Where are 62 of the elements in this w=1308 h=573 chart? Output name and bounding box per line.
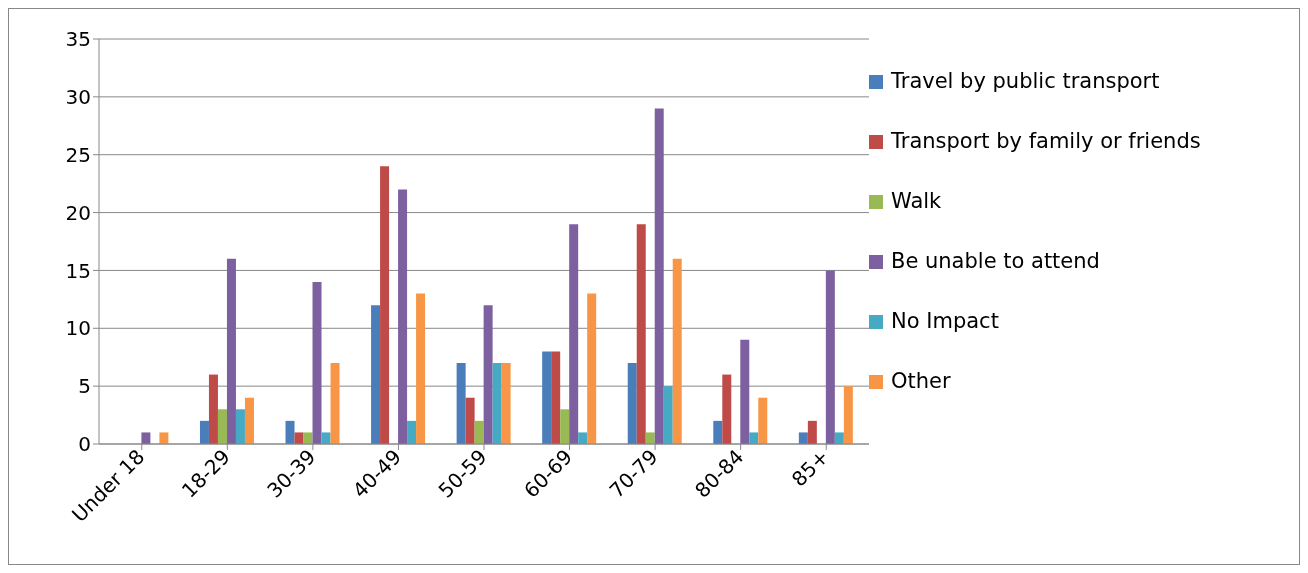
bar (627, 363, 637, 444)
bar (560, 409, 570, 444)
bar (749, 432, 759, 444)
legend-label: Travel by public transport (891, 69, 1160, 93)
bar (303, 432, 313, 444)
bar (465, 397, 475, 444)
bar (663, 386, 673, 444)
bar (654, 108, 664, 444)
y-tick-label: 0 (78, 432, 91, 457)
y-tick-label: 20 (65, 200, 91, 225)
bar (330, 363, 340, 444)
bar (722, 374, 732, 444)
bar (834, 432, 844, 444)
bar (483, 305, 493, 444)
y-tick-label: 25 (65, 142, 91, 167)
bar (235, 409, 245, 444)
legend-label: No Impact (891, 309, 999, 333)
x-tick-label: 85+ (786, 444, 834, 492)
bar (843, 386, 853, 444)
bar (398, 189, 408, 444)
bar (569, 224, 579, 444)
bar (807, 420, 817, 444)
bar (456, 363, 466, 444)
bar (141, 432, 151, 444)
bar (416, 293, 426, 444)
bar (285, 420, 295, 444)
bar (501, 363, 511, 444)
bar (587, 293, 597, 444)
legend-label: Be unable to attend (891, 249, 1100, 273)
bar (474, 420, 484, 444)
legend-label: Walk (891, 189, 942, 213)
bar (645, 432, 655, 444)
legend-label: Other (891, 369, 951, 393)
bar (578, 432, 588, 444)
bar (713, 420, 723, 444)
bar (199, 420, 209, 444)
bar (636, 224, 646, 444)
bar (321, 432, 331, 444)
bar (740, 339, 750, 444)
y-tick-label: 10 (65, 316, 91, 341)
bar (294, 432, 304, 444)
bar (244, 397, 254, 444)
bar (159, 432, 169, 444)
bar (672, 258, 682, 444)
bar (226, 258, 236, 444)
bar (380, 166, 390, 444)
y-tick-label: 35 (65, 27, 91, 52)
bar (217, 409, 227, 444)
bar (825, 270, 835, 444)
y-tick-label: 30 (65, 84, 91, 109)
bar (492, 363, 502, 444)
bar (208, 374, 218, 444)
bar (407, 420, 417, 444)
y-tick-label: 5 (78, 374, 91, 399)
bar (371, 305, 381, 444)
y-tick-label: 15 (65, 258, 91, 283)
bar (758, 397, 768, 444)
bar (312, 282, 322, 444)
legend-label: Transport by family or friends (891, 129, 1201, 153)
bar (798, 432, 808, 444)
bar (542, 351, 552, 444)
bar (551, 351, 561, 444)
